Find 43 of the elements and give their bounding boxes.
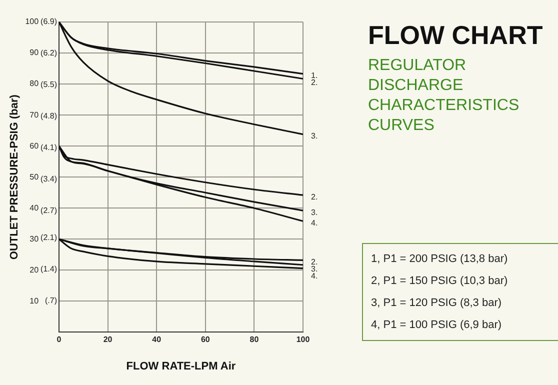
y2-tick-label: (4.8) <box>40 112 58 121</box>
series-label: 2. <box>311 257 318 266</box>
x-tick-label: 0 <box>56 335 62 344</box>
y2-tick-label: (5.5) <box>40 80 58 90</box>
series-label: 4. <box>311 271 318 280</box>
y-tick-label: 50 <box>30 172 40 182</box>
y-tick-label: 90 <box>30 48 40 58</box>
y-tick-label: 80 <box>30 79 40 88</box>
x-tick-label: 100 <box>296 335 310 344</box>
text: REGULATOR DISCHARGE CHARACTERISTICS CURVES <box>368 56 520 136</box>
series-label: 2. <box>311 78 318 88</box>
text: 4, P1 = 100 PSIG (6,9 bar) <box>371 318 503 333</box>
y-tick-label: 60 <box>30 141 40 150</box>
y2-tick-label: (1.4) <box>40 264 58 274</box>
series-label: 2. <box>311 192 318 202</box>
text: 2, P1 = 150 PSIG (10,3 bar) <box>371 274 509 289</box>
y2-tick-label: (6.2) <box>40 48 58 58</box>
y2-tick-label: (6.9) <box>40 17 58 26</box>
y-axis-title: OUTLET PRESSURE-PSIG (bar) <box>8 94 21 260</box>
series-label: 3. <box>311 131 318 140</box>
series-label: 4. <box>311 218 318 228</box>
y-tick-label: 100 <box>25 17 40 26</box>
x-tick-label: 20 <box>103 335 113 344</box>
x-tick-label: 40 <box>152 335 162 344</box>
text: 3, P1 = 120 PSIG (8,3 bar) <box>371 296 503 311</box>
y2-tick-label: (3.4) <box>40 174 58 184</box>
y2-tick-label: (2.1) <box>40 232 58 242</box>
series-label: 3. <box>311 264 318 274</box>
text: 1, P1 = 200 PSIG (13,8 bar) <box>371 252 509 267</box>
series-label: 3. <box>311 208 318 217</box>
y-tick-label: 30 <box>30 234 40 244</box>
y2-tick-label: (2.7) <box>40 206 58 216</box>
x-axis-title: FLOW RATE-LPM Air <box>126 360 236 372</box>
series-label: 1. <box>311 71 318 80</box>
x-tick-label: 80 <box>250 335 260 344</box>
y-tick-label: 20 <box>30 265 40 274</box>
y-tick-label: 70 <box>30 110 40 120</box>
y-tick-label: 10 <box>30 296 40 306</box>
x-tick-label: 60 <box>200 335 210 344</box>
y-tick-label: 40 <box>30 203 40 212</box>
y2-tick-label: (4.1) <box>40 143 58 152</box>
text: FLOW CHART <box>368 20 543 51</box>
y2-tick-label: (.7) <box>44 296 58 305</box>
